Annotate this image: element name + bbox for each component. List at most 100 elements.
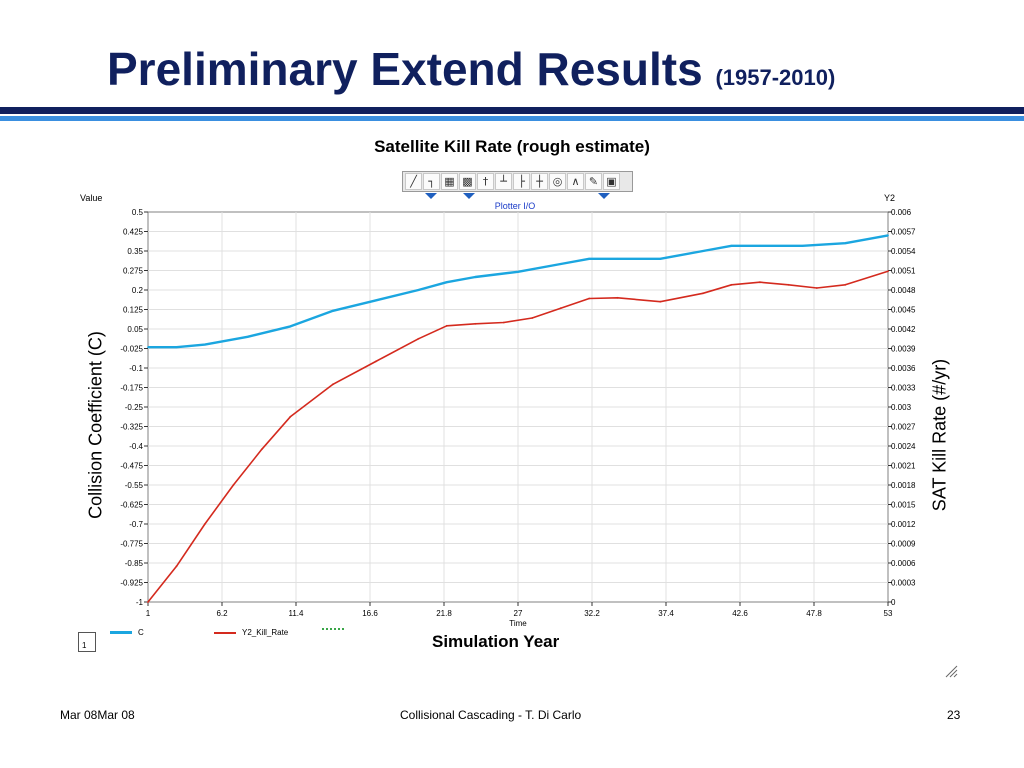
- y1-axis-header: Value: [80, 193, 103, 203]
- series-point-c: [204, 343, 206, 346]
- y2-tick-label: 0.0057: [891, 228, 916, 237]
- pencil-icon[interactable]: ✎: [585, 173, 602, 190]
- y2-tick-label: 0.0021: [891, 462, 916, 471]
- series-point-c: [517, 270, 519, 273]
- legend-item-c: C: [110, 628, 144, 637]
- footer-page-number: 23: [947, 708, 961, 722]
- series-point-c: [147, 346, 149, 349]
- y2-tick-label: 0.0048: [891, 286, 916, 295]
- slide-title: Preliminary Extend Results (1957-2010): [107, 44, 835, 95]
- series-point-y2-kill-rate: [787, 283, 790, 286]
- series-point-c: [887, 234, 889, 237]
- series-point-y2-kill-rate: [588, 297, 591, 300]
- series-line-y2-kill-rate: [147, 270, 889, 603]
- y1-tick-label: 0.125: [123, 306, 144, 315]
- left-axis-label: Collision Coefficient (C): [85, 331, 106, 519]
- series-point-y2-kill-rate: [531, 317, 534, 319]
- y1-tick-label: -0.4: [129, 442, 143, 451]
- title-rule-dark: [0, 107, 1024, 114]
- series-point-y2-kill-rate: [147, 601, 149, 603]
- y1-tick-label: -1: [136, 598, 144, 607]
- y2-tick-label: 0.0045: [891, 306, 916, 315]
- y2-axis-header: Y2: [884, 193, 896, 203]
- series-point-y2-kill-rate: [474, 322, 477, 325]
- legend-swatch-kill-rate: [214, 631, 236, 634]
- grid-icon[interactable]: ▩: [459, 173, 476, 190]
- zoom-icon[interactable]: ◎: [549, 173, 566, 190]
- series-point-c: [588, 257, 591, 260]
- x-tick-label: 53: [884, 609, 893, 618]
- y2-tick-label: 0.0027: [891, 423, 916, 432]
- toolbar-marker-3: [598, 193, 610, 199]
- right-axis-label: SAT Kill Rate (#/yr): [929, 358, 950, 512]
- y2-tick-label: 0.0003: [891, 579, 916, 588]
- series-point-c: [759, 244, 761, 247]
- plotter-window-title: Plotter I/O: [494, 201, 536, 211]
- table-icon[interactable]: ▦: [441, 173, 458, 190]
- y1-tick-label: 0.275: [123, 267, 144, 276]
- series-point-y2-kill-rate: [659, 300, 662, 303]
- series-point-y2-kill-rate: [759, 281, 761, 284]
- x-tick-label: 42.6: [732, 609, 748, 618]
- y1-tick-label: 0.35: [127, 247, 143, 256]
- x-tick-label: 1: [146, 609, 151, 618]
- pin-icon[interactable]: †: [477, 173, 494, 190]
- axis-x-icon[interactable]: ┴: [495, 173, 512, 190]
- series-point-c: [332, 309, 334, 312]
- plotter-toolbar: ╱ ┐ ▦ ▩ † ┴ ├ ┼ ◎ ∧ ✎ ▣: [402, 171, 633, 192]
- y1-tick-label: -0.85: [125, 559, 144, 568]
- series-point-y2-kill-rate: [616, 296, 619, 299]
- toolbar-marker-1: [425, 193, 437, 199]
- y2-tick-label: 0.0024: [891, 442, 916, 451]
- compass-icon[interactable]: ∧: [567, 173, 584, 190]
- y2-tick-label: 0.0015: [891, 501, 916, 510]
- y1-tick-label: 0.5: [132, 208, 144, 217]
- series-point-y2-kill-rate: [175, 565, 178, 568]
- y2-tick-label: 0.003: [891, 403, 912, 412]
- y1-tick-label: 0.2: [132, 286, 144, 295]
- x-axis-label: Simulation Year: [432, 632, 560, 651]
- y1-tick-label: 0.05: [127, 325, 143, 334]
- footer-center: Collisional Cascading - T. Di Carlo: [400, 708, 582, 722]
- y2-tick-label: 0.0039: [891, 345, 916, 354]
- axis-y-icon[interactable]: ├: [513, 173, 530, 190]
- y1-tick-label: -0.25: [125, 403, 144, 412]
- y2-tick-label: 0.006: [891, 208, 912, 217]
- legend-item-kill-rate: Y2_Kill_Rate: [214, 628, 288, 637]
- y2-tick-label: 0.0042: [891, 325, 916, 334]
- series-point-y2-kill-rate: [702, 292, 704, 295]
- axis-xy-icon[interactable]: ┼: [531, 173, 548, 190]
- series-point-y2-kill-rate: [445, 324, 448, 327]
- toolbar-marker-2: [463, 193, 475, 199]
- lock-icon[interactable]: ▣: [603, 173, 620, 190]
- series-point-y2-kill-rate: [815, 287, 818, 289]
- title-rule-light: [0, 116, 1024, 121]
- y2-tick-label: 0: [891, 598, 896, 607]
- x-tick-label: 16.6: [362, 609, 378, 618]
- title-main: Preliminary Extend Results: [107, 43, 703, 95]
- plot-icon[interactable]: ╱: [405, 173, 422, 190]
- y2-tick-label: 0.0018: [891, 481, 916, 490]
- series-point-c: [374, 299, 377, 302]
- y1-tick-label: -0.55: [125, 481, 144, 490]
- x-tick-label: 11.4: [289, 609, 305, 618]
- legend-swatch-c: [110, 631, 132, 634]
- y2-tick-label: 0.0033: [891, 384, 916, 393]
- y1-tick-label: -0.925: [120, 579, 143, 588]
- y2-tick-label: 0.0036: [891, 364, 916, 373]
- y1-tick-label: -0.625: [120, 501, 143, 510]
- y1-tick-label: -0.475: [120, 462, 143, 471]
- series-point-y2-kill-rate: [417, 337, 420, 340]
- series-point-c: [559, 263, 562, 265]
- resize-grip-icon[interactable]: [944, 664, 958, 678]
- line-icon[interactable]: ┐: [423, 173, 440, 190]
- legend-page-box[interactable]: 1: [78, 632, 96, 652]
- y1-tick-label: -0.175: [120, 384, 143, 393]
- x-tick-label: 21.8: [436, 609, 452, 618]
- y1-tick-label: -0.325: [120, 423, 143, 432]
- series-point-y2-kill-rate: [204, 523, 206, 525]
- series-point-y2-kill-rate: [730, 283, 733, 286]
- series-point-y2-kill-rate: [844, 283, 847, 286]
- series-point-y2-kill-rate: [374, 360, 377, 363]
- legend-item-third: [322, 628, 350, 630]
